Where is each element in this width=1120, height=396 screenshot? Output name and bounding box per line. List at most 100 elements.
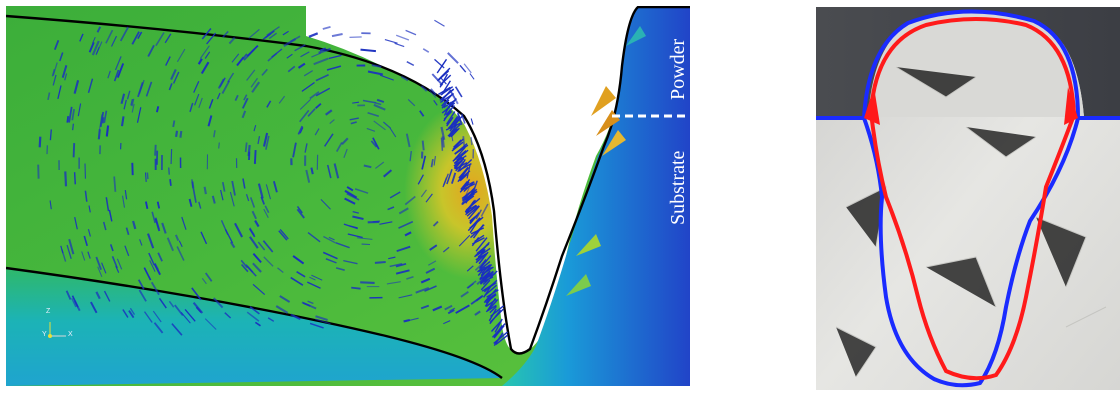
flow-arrow	[282, 30, 289, 36]
flow-arrow	[326, 164, 332, 179]
flow-arrow	[61, 65, 68, 78]
flow-arrow	[131, 103, 135, 113]
flow-arrow	[471, 237, 485, 245]
flow-arrow	[434, 19, 445, 27]
flow-arrow	[422, 48, 430, 53]
flow-arrow	[309, 276, 316, 281]
micrograph-image	[816, 7, 1120, 390]
flow-arrow	[242, 178, 246, 189]
flow-arrow	[266, 100, 272, 108]
flow-arrow	[421, 155, 427, 170]
flow-arrow	[137, 279, 145, 290]
flow-arrow	[95, 291, 101, 300]
flow-arrow	[87, 78, 94, 93]
flow-arrow	[254, 321, 261, 327]
flow-arrow	[59, 52, 64, 62]
flow-arrow	[252, 283, 266, 296]
flow-arrow	[466, 205, 480, 217]
flow-arrow	[459, 173, 468, 182]
flow-arrow	[249, 236, 259, 249]
flow-arrow	[384, 39, 398, 44]
flow-arrow	[199, 45, 210, 59]
flow-arrow	[170, 68, 177, 81]
flow-arrow	[477, 261, 491, 273]
flow-arrow	[252, 252, 262, 264]
flow-arrow	[103, 290, 111, 302]
flow-arrow	[278, 95, 286, 104]
flow-arrow	[460, 113, 466, 124]
flow-arrow	[153, 263, 161, 276]
bead-region	[868, 12, 1084, 117]
flow-arrow	[246, 44, 259, 57]
flow-arrow	[474, 310, 481, 316]
flow-arrow	[105, 197, 110, 212]
micrograph-panel	[816, 7, 1120, 390]
flow-arrow	[174, 304, 184, 316]
flow-arrow	[305, 169, 311, 183]
flow-arrow	[292, 255, 305, 265]
flow-arrow	[308, 32, 319, 38]
flow-arrow	[257, 183, 264, 199]
powder-label: Powder	[667, 38, 689, 100]
flow-arrow	[252, 262, 262, 273]
flow-arrow	[405, 133, 411, 148]
flow-arrow	[309, 322, 324, 329]
flow-arrow	[459, 64, 467, 73]
flow-arrow	[315, 74, 329, 82]
flow-arrow	[193, 80, 200, 93]
flow-arrow	[168, 83, 173, 91]
flow-arrow	[406, 61, 415, 67]
flow-arrow	[404, 231, 412, 237]
flow-arrow	[66, 115, 70, 123]
flow-arrow	[87, 251, 91, 259]
flow-arrow	[458, 162, 472, 172]
flow-arrow	[419, 110, 425, 117]
flow-arrow	[264, 32, 272, 39]
flow-arrow	[318, 47, 331, 54]
flow-arrow	[253, 125, 257, 132]
flow-arrow	[466, 280, 477, 289]
flow-arrow	[421, 140, 425, 151]
flow-arrow	[360, 281, 375, 284]
flow-arrow	[243, 94, 248, 101]
melt-boundary	[6, 6, 690, 355]
flow-arrow	[176, 48, 186, 63]
flow-arrow	[420, 304, 430, 310]
flow-arrow	[456, 149, 469, 161]
flow-arrow	[328, 54, 342, 60]
flow-arrow	[143, 311, 153, 323]
flow-arrow	[452, 138, 464, 150]
flow-arrow	[389, 127, 397, 138]
flow-arrow	[166, 237, 174, 252]
flow-arrow	[149, 260, 156, 272]
flow-arrow	[212, 297, 224, 309]
axis-z-label: Z	[46, 308, 51, 315]
flow-arrow	[493, 331, 509, 344]
flow-arrow	[204, 51, 211, 59]
flow-arrow	[434, 58, 445, 69]
flow-arrow	[482, 272, 496, 281]
flow-arrow	[137, 31, 143, 40]
flow-arrow	[470, 118, 474, 125]
flow-arrow	[146, 172, 149, 180]
flow-arrow	[265, 135, 270, 150]
flow-arrow	[153, 322, 164, 334]
flow-arrow	[206, 32, 217, 45]
flow-arrow	[218, 142, 220, 149]
flow-arrow	[483, 284, 493, 298]
flow-arrow	[279, 229, 289, 240]
flow-arrow	[360, 48, 376, 53]
flow-arrow	[220, 220, 229, 235]
flow-arrow	[38, 136, 42, 148]
flow-arrow	[124, 245, 130, 257]
flow-arrow	[443, 320, 451, 325]
simulation-render	[6, 6, 690, 386]
flow-arrow	[265, 184, 272, 200]
flow-arrow	[454, 86, 463, 98]
flow-arrow	[406, 275, 414, 280]
flow-arrow	[469, 73, 475, 80]
flow-arrow	[125, 227, 130, 236]
flow-arrow	[103, 110, 108, 124]
flow-arrow	[446, 111, 456, 125]
flow-arrow	[449, 307, 456, 312]
